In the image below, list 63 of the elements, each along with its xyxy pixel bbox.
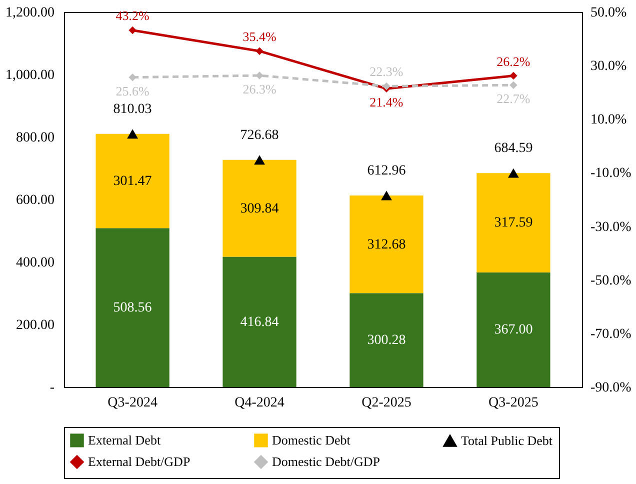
data-label: 367.00 xyxy=(494,322,533,338)
bar xyxy=(350,195,424,294)
y-tick-label: 200.00 xyxy=(16,318,54,333)
bar xyxy=(222,160,296,257)
data-label: 26.3% xyxy=(242,81,276,96)
data-label: 21.4% xyxy=(370,94,404,110)
x-tick-label: Q4-2024 xyxy=(234,396,284,410)
point xyxy=(256,47,264,55)
y2-tick-label: -10.0% xyxy=(590,166,632,182)
bar xyxy=(96,228,170,387)
data-label: 300.28 xyxy=(367,333,406,348)
data-label: 301.47 xyxy=(113,174,152,189)
x-tick-label: Q3-2025 xyxy=(488,396,538,410)
y2-tick-label: 50.0% xyxy=(590,6,627,20)
data-label: 684.59 xyxy=(494,141,533,156)
point xyxy=(128,73,136,82)
data-label: 35.4% xyxy=(242,29,276,44)
legend-label: Total Public Debt xyxy=(461,432,553,448)
y-tick-label: 1,000.00 xyxy=(6,68,54,83)
point xyxy=(510,72,518,80)
y2-tick-label: 10.0% xyxy=(590,112,627,128)
data-label: 25.6% xyxy=(116,83,150,98)
point xyxy=(254,155,265,165)
legend-label: External Debt xyxy=(88,432,161,448)
bar xyxy=(96,134,170,228)
legend-label: External Debt/GDP xyxy=(88,454,190,469)
data-label: 43.2% xyxy=(116,8,150,24)
bar xyxy=(476,272,550,387)
point xyxy=(382,82,390,90)
y2-tick-label: -90.0% xyxy=(590,380,632,396)
y-tick-label: 400.00 xyxy=(16,256,54,270)
y-tick-label: 800.00 xyxy=(16,130,54,146)
bar xyxy=(476,173,550,272)
data-label: 726.68 xyxy=(240,128,279,143)
point xyxy=(128,26,136,34)
point xyxy=(510,81,518,89)
point xyxy=(381,190,392,200)
legend-label: Domestic Debt/GDP xyxy=(272,454,380,469)
y2-tick-label: 30.0% xyxy=(590,59,627,74)
bar xyxy=(222,256,296,387)
x-tick-label: Q2-2025 xyxy=(362,396,412,410)
y2-tick-label: -70.0% xyxy=(590,326,632,342)
y2-tick-label: -50.0% xyxy=(590,273,632,288)
data-label: 309.84 xyxy=(240,201,279,216)
x-tick-label: Q3-2024 xyxy=(108,396,158,410)
data-label: 22.7% xyxy=(496,91,530,106)
data-label: 22.3% xyxy=(370,64,404,80)
data-label: 508.56 xyxy=(113,300,152,316)
bar xyxy=(350,293,424,387)
y-tick-label: 600.00 xyxy=(16,193,54,208)
y-tick-label: - xyxy=(50,380,55,396)
data-label: 416.84 xyxy=(240,314,279,330)
data-label: 317.59 xyxy=(494,216,533,231)
point xyxy=(127,129,138,139)
data-label: 810.03 xyxy=(113,102,152,117)
data-label: 312.68 xyxy=(367,237,406,252)
data-label: 26.2% xyxy=(496,54,530,69)
y-tick-label: 1,200.00 xyxy=(6,6,54,20)
point xyxy=(256,72,264,80)
legend-label: Domestic Debt xyxy=(272,432,351,448)
data-label: 612.96 xyxy=(367,163,406,178)
y2-tick-label: -30.0% xyxy=(590,220,632,235)
point xyxy=(508,168,519,178)
